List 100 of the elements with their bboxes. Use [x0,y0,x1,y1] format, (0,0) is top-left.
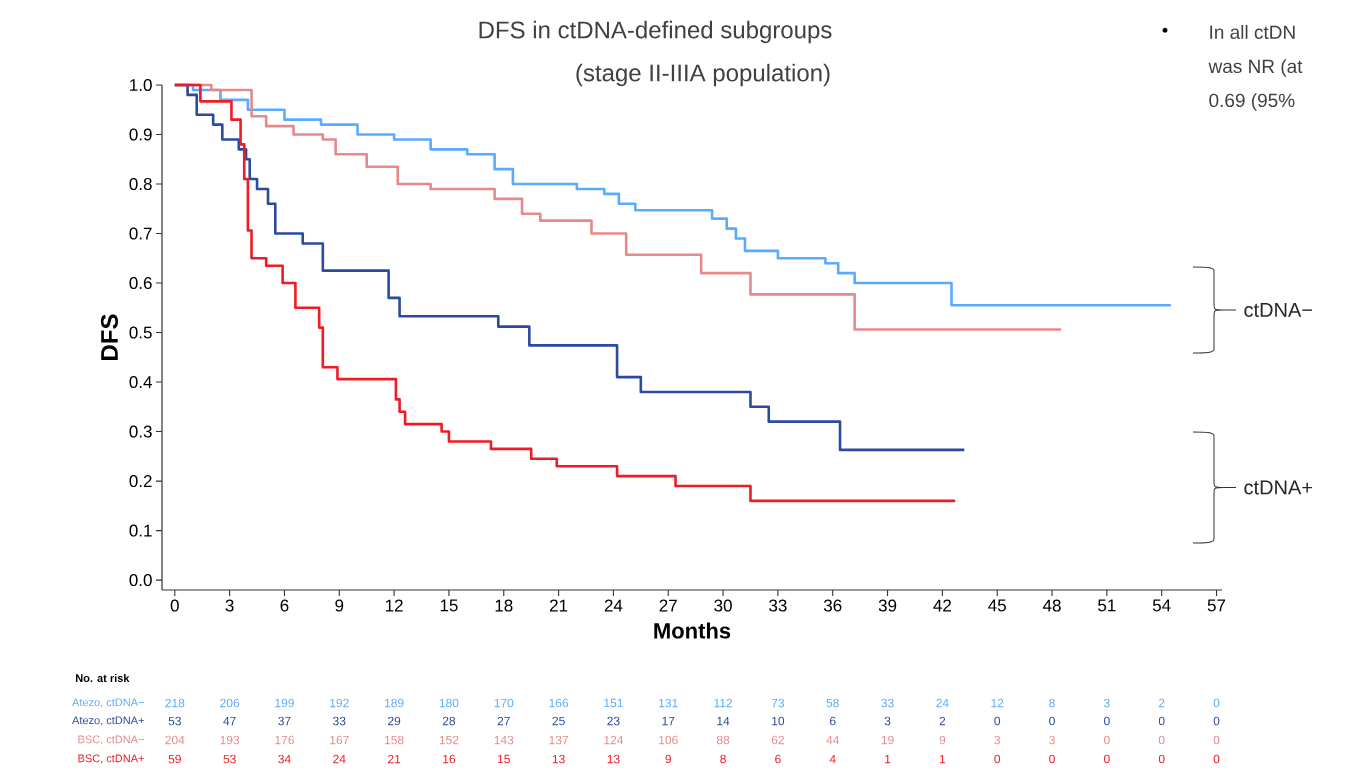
x-tick-label: 33 [769,599,787,612]
text: 0 [1049,754,1055,764]
text: 21 [388,754,401,764]
text: BSC, ctDNA− [78,735,144,745]
y-tick-label: 0.2 [129,475,152,488]
text: 13 [607,754,620,764]
text: 24 [936,698,949,708]
text: 0 [1104,735,1110,745]
text: ctDNA+ [1244,480,1313,495]
text: 12 [991,698,1004,708]
text: 3 [1103,698,1110,708]
text: 24 [333,754,346,764]
text: 206 [220,698,240,708]
chart-title: DFS in ctDNA-defined subgroups [479,20,832,44]
text: 29 [388,716,401,726]
text: 62 [771,735,784,745]
text: 27 [497,716,510,726]
text: No. at risk [76,673,130,683]
text: 8 [720,754,726,764]
text: 10 [772,716,785,726]
text: 19 [881,735,894,745]
text: 0 [1049,716,1055,726]
text: 166 [549,698,569,708]
text: 176 [275,735,294,745]
text: 143 [494,735,514,745]
y-axis-title: DFS [100,314,118,360]
text: 192 [330,698,349,708]
text: 199 [275,698,294,708]
text: 0 [1213,698,1220,708]
text: 0 [1158,754,1165,764]
text: 106 [659,735,678,745]
x-tick-label: 54 [1152,599,1171,612]
text: 3 [884,716,891,726]
text: 17 [662,716,675,726]
y-tick-label: 0.3 [129,425,152,438]
text: 3 [1049,735,1055,745]
text: 0 [1158,735,1165,745]
text: • [1162,27,1168,33]
text: 13 [552,754,565,764]
text: 0 [1104,754,1110,764]
x-tick-label: 21 [549,599,568,612]
text: 33 [333,716,346,726]
text: 193 [220,735,240,745]
x-axis-title: Months [654,622,731,639]
text: 180 [439,698,459,708]
text: 0 [994,716,1001,726]
text: 189 [385,698,404,708]
y-tick-label: 0.0 [129,574,152,587]
text: 204 [165,735,185,745]
text: 131 [659,698,678,708]
text: 88 [716,735,730,745]
text: 28 [442,716,456,726]
x-tick-label: 18 [495,599,513,612]
text: 4 [829,754,836,764]
text: 73 [771,698,785,708]
text: 9 [939,735,946,745]
x-tick-label: 27 [659,599,677,612]
x-tick-label: 9 [335,599,344,612]
text: was NR (at [1208,59,1303,77]
text: 151 [604,698,623,708]
text: 16 [443,754,456,764]
y-tick-label: 1.0 [130,78,152,92]
x-tick-label: 24 [604,599,623,612]
x-tick-label: 36 [823,599,842,612]
x-tick-label: 6 [280,599,289,612]
text: 218 [165,698,185,708]
text: 44 [826,735,840,745]
text: 124 [604,735,624,745]
text: 59 [168,754,181,764]
y-tick-label: 0.8 [129,178,152,191]
text: 1 [885,754,891,764]
x-tick-label: 42 [933,599,951,612]
text: Atezo, ctDNA+ [72,716,144,726]
chart-subtitle: (stage II-IIIA population) [576,63,830,87]
text: 37 [278,716,291,726]
text: 23 [607,716,620,726]
text: 0 [1104,716,1110,726]
y-tick-label: 0.9 [129,128,152,141]
text: 137 [549,735,568,745]
text: BSC, ctDNA+ [78,754,144,764]
text: 3 [994,735,1001,745]
annotation: 0.69 (95% [1209,93,1295,111]
text: 58 [826,698,839,708]
x-tick-label: 51 [1098,599,1116,612]
text: 53 [168,716,181,726]
text: 53 [223,754,236,764]
text: In all ctDN [1210,25,1295,39]
text: 0 [1213,735,1220,745]
x-tick-label: 30 [714,599,732,612]
text: 47 [223,716,236,726]
text: 2 [1158,698,1165,708]
text: Atezo, ctDNA− [72,698,144,708]
x-tick-label: 12 [385,599,403,612]
text: 112 [714,698,733,708]
text: 34 [278,754,291,764]
text: 9 [665,754,672,764]
x-tick-label: 39 [878,599,897,612]
y-tick-label: 0.6 [129,277,152,290]
text: 25 [552,716,565,726]
text: 0 [994,754,1001,764]
